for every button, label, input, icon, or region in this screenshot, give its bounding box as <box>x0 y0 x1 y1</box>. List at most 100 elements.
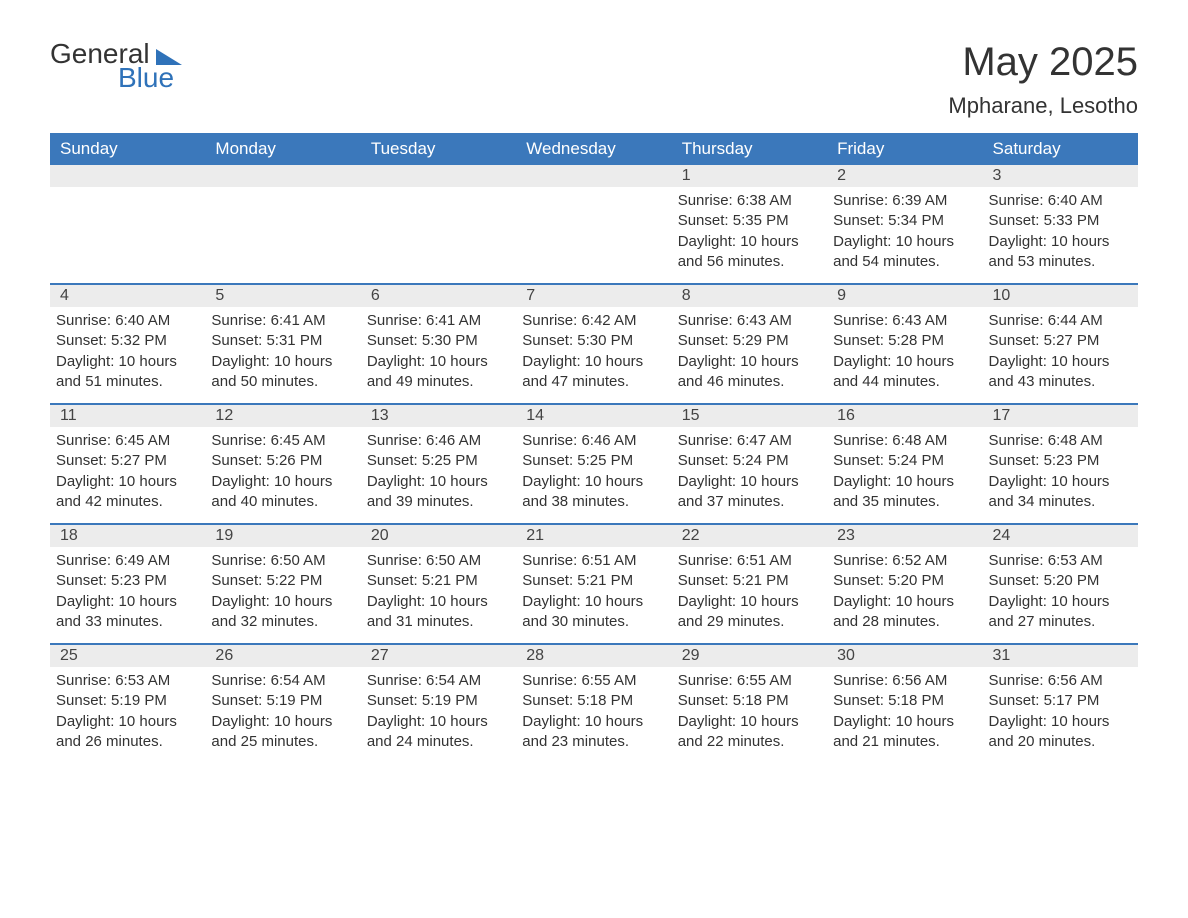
sunrise-text: Sunrise: 6:55 AM <box>522 671 665 691</box>
sunset-text: Sunset: 5:20 PM <box>989 571 1132 591</box>
sunrise-text: Sunrise: 6:51 AM <box>678 551 821 571</box>
sunset-text: Sunset: 5:18 PM <box>678 691 821 711</box>
day-cell: 25Sunrise: 6:53 AMSunset: 5:19 PMDayligh… <box>50 645 205 763</box>
sunrise-text: Sunrise: 6:55 AM <box>678 671 821 691</box>
sunrise-text: Sunrise: 6:39 AM <box>833 191 976 211</box>
week-row: 11Sunrise: 6:45 AMSunset: 5:27 PMDayligh… <box>50 403 1138 523</box>
daylight-text: Daylight: 10 hours and 54 minutes. <box>833 232 976 273</box>
day-cell: 17Sunrise: 6:48 AMSunset: 5:23 PMDayligh… <box>983 405 1138 523</box>
daylight-text: Daylight: 10 hours and 22 minutes. <box>678 712 821 753</box>
day-cell: 29 Sunrise: 6:55 AMSunset: 5:18 PMDayligh… <box>672 645 827 763</box>
calendar: Sunday Monday Tuesday Wednesday Thursday… <box>50 133 1138 763</box>
daylight-text: Daylight: 10 hours and 51 minutes. <box>56 352 199 393</box>
sunrise-text: Sunrise: 6:48 AM <box>989 431 1132 451</box>
day-cell: 7 Sunrise: 6:42 AMSunset: 5:30 PMDaylight… <box>516 285 671 403</box>
sunrise-text: Sunrise: 6:54 AM <box>367 671 510 691</box>
sunset-text: Sunset: 5:28 PM <box>833 331 976 351</box>
sunrise-text: Sunrise: 6:46 AM <box>522 431 665 451</box>
day-cell: 8Sunrise: 6:43 AMSunset: 5:29 PMDaylight… <box>672 285 827 403</box>
page-header: General Blue May 2025 Mpharane, Lesotho <box>50 40 1138 119</box>
sunset-text: Sunset: 5:21 PM <box>367 571 510 591</box>
date-number: 28 <box>516 645 671 667</box>
date-number: 17 <box>983 405 1138 427</box>
daylight-text: Daylight: 10 hours and 47 minutes. <box>522 352 665 393</box>
sunrise-text: Sunrise: 6:47 AM <box>678 431 821 451</box>
sunset-text: Sunset: 5:34 PM <box>833 211 976 231</box>
month-title: May 2025 <box>948 40 1138 85</box>
date-number: 21 <box>516 525 671 547</box>
sunrise-text: Sunrise: 6:56 AM <box>833 671 976 691</box>
sunset-text: Sunset: 5:30 PM <box>522 331 665 351</box>
sunrise-text: Sunrise: 6:44 AM <box>989 311 1132 331</box>
date-number: 22 <box>672 525 827 547</box>
sunrise-text: Sunrise: 6:53 AM <box>989 551 1132 571</box>
sunset-text: Sunset: 5:21 PM <box>522 571 665 591</box>
sunset-text: Sunset: 5:25 PM <box>522 451 665 471</box>
title-block: May 2025 Mpharane, Lesotho <box>948 40 1138 119</box>
date-number: 3 <box>983 165 1138 187</box>
date-number: 18 <box>50 525 205 547</box>
date-number: 30 <box>827 645 982 667</box>
daylight-text: Daylight: 10 hours and 49 minutes. <box>367 352 510 393</box>
day-cell: 19Sunrise: 6:50 AMSunset: 5:22 PMDayligh… <box>205 525 360 643</box>
date-number: 24 <box>983 525 1138 547</box>
sunset-text: Sunset: 5:18 PM <box>522 691 665 711</box>
sunset-text: Sunset: 5:22 PM <box>211 571 354 591</box>
daylight-text: Daylight: 10 hours and 43 minutes. <box>989 352 1132 393</box>
date-number <box>516 165 671 187</box>
sunset-text: Sunset: 5:19 PM <box>367 691 510 711</box>
day-cell <box>516 165 671 283</box>
daylight-text: Daylight: 10 hours and 37 minutes. <box>678 472 821 513</box>
day-cell: 10Sunrise: 6:44 AMSunset: 5:27 PMDayligh… <box>983 285 1138 403</box>
date-number: 29 <box>672 645 827 667</box>
day-cell: 5Sunrise: 6:41 AMSunset: 5:31 PMDaylight… <box>205 285 360 403</box>
date-number: 9 <box>827 285 982 307</box>
day-header-wednesday: Wednesday <box>516 133 671 165</box>
sunrise-text: Sunrise: 6:41 AM <box>211 311 354 331</box>
daylight-text: Daylight: 10 hours and 34 minutes. <box>989 472 1132 513</box>
sunset-text: Sunset: 5:20 PM <box>833 571 976 591</box>
daylight-text: Daylight: 10 hours and 56 minutes. <box>678 232 821 273</box>
week-row: 1Sunrise: 6:38 AMSunset: 5:35 PMDaylight… <box>50 165 1138 283</box>
day-cell <box>205 165 360 283</box>
day-cell <box>50 165 205 283</box>
daylight-text: Daylight: 10 hours and 23 minutes. <box>522 712 665 753</box>
sunset-text: Sunset: 5:25 PM <box>367 451 510 471</box>
day-cell: 12Sunrise: 6:45 AMSunset: 5:26 PMDayligh… <box>205 405 360 523</box>
daylight-text: Daylight: 10 hours and 30 minutes. <box>522 592 665 633</box>
sunset-text: Sunset: 5:19 PM <box>211 691 354 711</box>
day-header-friday: Friday <box>827 133 982 165</box>
daylight-text: Daylight: 10 hours and 29 minutes. <box>678 592 821 633</box>
day-header-row: Sunday Monday Tuesday Wednesday Thursday… <box>50 133 1138 165</box>
daylight-text: Daylight: 10 hours and 38 minutes. <box>522 472 665 513</box>
daylight-text: Daylight: 10 hours and 35 minutes. <box>833 472 976 513</box>
sunrise-text: Sunrise: 6:49 AM <box>56 551 199 571</box>
sunrise-text: Sunrise: 6:51 AM <box>522 551 665 571</box>
date-number: 26 <box>205 645 360 667</box>
day-header-tuesday: Tuesday <box>361 133 516 165</box>
sunrise-text: Sunrise: 6:42 AM <box>522 311 665 331</box>
date-number: 20 <box>361 525 516 547</box>
day-header-thursday: Thursday <box>672 133 827 165</box>
day-cell <box>361 165 516 283</box>
day-cell: 6Sunrise: 6:41 AMSunset: 5:30 PMDaylight… <box>361 285 516 403</box>
sunset-text: Sunset: 5:21 PM <box>678 571 821 591</box>
daylight-text: Daylight: 10 hours and 21 minutes. <box>833 712 976 753</box>
day-cell: 3Sunrise: 6:40 AMSunset: 5:33 PMDaylight… <box>983 165 1138 283</box>
date-number: 13 <box>361 405 516 427</box>
date-number: 7 <box>516 285 671 307</box>
daylight-text: Daylight: 10 hours and 44 minutes. <box>833 352 976 393</box>
sunrise-text: Sunrise: 6:53 AM <box>56 671 199 691</box>
date-number <box>50 165 205 187</box>
daylight-text: Daylight: 10 hours and 27 minutes. <box>989 592 1132 633</box>
date-number: 6 <box>361 285 516 307</box>
sunset-text: Sunset: 5:26 PM <box>211 451 354 471</box>
day-cell: 15Sunrise: 6:47 AMSunset: 5:24 PMDayligh… <box>672 405 827 523</box>
day-cell: 18Sunrise: 6:49 AMSunset: 5:23 PMDayligh… <box>50 525 205 643</box>
sunset-text: Sunset: 5:30 PM <box>367 331 510 351</box>
date-number: 31 <box>983 645 1138 667</box>
day-cell: 21 Sunrise: 6:51 AMSunset: 5:21 PMDayligh… <box>516 525 671 643</box>
logo-triangle-icon <box>156 49 182 65</box>
date-number <box>361 165 516 187</box>
date-number: 16 <box>827 405 982 427</box>
